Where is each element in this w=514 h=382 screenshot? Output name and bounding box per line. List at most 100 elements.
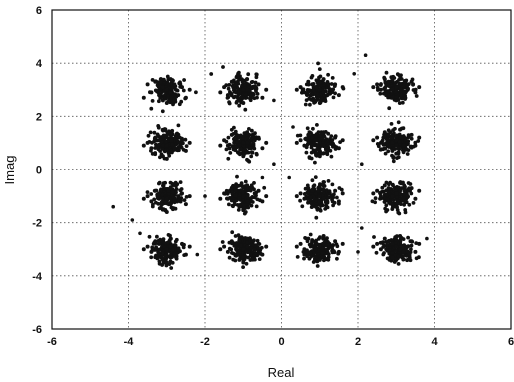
- data-point: [234, 145, 238, 150]
- data-point: [256, 245, 260, 250]
- data-point: [233, 184, 238, 188]
- data-point: [153, 239, 158, 244]
- data-point: [255, 95, 259, 100]
- data-point: [160, 85, 165, 90]
- data-point: [159, 77, 163, 81]
- data-point: [171, 93, 175, 97]
- data-point: [406, 235, 410, 240]
- data-point: [390, 194, 395, 199]
- data-point: [397, 78, 401, 82]
- data-point: [313, 247, 318, 252]
- data-point: [249, 136, 254, 141]
- y-tick-labels: 6 4 2 0 -2 -4 -6: [32, 5, 43, 336]
- data-point: [260, 95, 265, 100]
- data-point: [174, 190, 178, 195]
- data-point: [313, 91, 317, 96]
- data-point: [340, 191, 345, 196]
- data-point: [169, 138, 174, 143]
- data-point: [320, 251, 325, 255]
- data-point: [378, 240, 383, 245]
- data-point: [264, 194, 269, 199]
- x-tick-label: 4: [431, 336, 438, 348]
- data-point: [252, 191, 257, 196]
- data-point: [317, 154, 322, 159]
- data-point: [318, 235, 322, 240]
- data-point: [333, 135, 338, 140]
- data-point: [306, 79, 311, 84]
- data-point: [149, 106, 154, 111]
- data-point: [336, 93, 341, 98]
- y-tick-label: 6: [36, 5, 42, 17]
- data-point: [174, 184, 178, 188]
- data-point: [393, 253, 398, 258]
- cluster: [294, 232, 345, 268]
- data-point: [305, 142, 310, 147]
- data-point: [225, 196, 230, 201]
- data-point: [237, 249, 242, 254]
- data-point: [245, 194, 250, 199]
- data-point: [226, 156, 231, 161]
- data-point: [257, 257, 262, 261]
- data-point: [417, 188, 422, 193]
- data-point: [245, 244, 250, 249]
- data-point: [168, 77, 173, 82]
- data-point: [323, 238, 328, 243]
- data-point: [246, 205, 251, 210]
- data-point: [168, 90, 173, 95]
- data-point: [160, 147, 165, 151]
- plot-frame: [51, 9, 512, 330]
- data-point: [317, 207, 322, 212]
- data-point: [314, 148, 319, 152]
- data-point: [402, 83, 406, 88]
- data-point: [329, 140, 334, 145]
- data-point: [313, 255, 318, 260]
- grid: [52, 10, 511, 329]
- data-point: [398, 191, 402, 196]
- data-point: [317, 140, 322, 145]
- data-point: [295, 255, 300, 259]
- data-point: [313, 98, 318, 103]
- data-point: [317, 194, 322, 199]
- data-point: [241, 101, 246, 105]
- outlier-point: [360, 162, 364, 166]
- data-point: [313, 204, 318, 209]
- data-point: [249, 80, 254, 85]
- data-point: [166, 233, 171, 237]
- data-point: [181, 245, 186, 250]
- data-point: [306, 139, 311, 144]
- data-point: [243, 179, 248, 184]
- data-point: [371, 244, 376, 249]
- data-point: [256, 188, 261, 193]
- data-point: [155, 256, 160, 261]
- data-point: [390, 140, 395, 145]
- data-point: [157, 93, 162, 98]
- data-point: [321, 234, 326, 238]
- data-point: [147, 234, 152, 239]
- data-point: [414, 94, 419, 98]
- data-point: [182, 78, 187, 82]
- data-point: [229, 186, 234, 191]
- data-point: [249, 154, 254, 159]
- data-point: [146, 133, 151, 138]
- data-point: [307, 256, 312, 261]
- cluster: [294, 175, 345, 220]
- data-point: [156, 252, 161, 257]
- data-point: [229, 247, 234, 252]
- data-point: [241, 194, 246, 199]
- data-point: [325, 93, 330, 98]
- data-point: [240, 83, 245, 88]
- data-point: [175, 131, 180, 136]
- data-point: [160, 192, 165, 197]
- data-point: [226, 86, 231, 91]
- data-point: [168, 186, 173, 191]
- data-point: [398, 188, 403, 193]
- x-tick-label: -6: [47, 336, 57, 348]
- data-point: [402, 188, 407, 193]
- data-point: [160, 127, 165, 132]
- cluster: [141, 233, 192, 270]
- data-point: [312, 183, 317, 188]
- data-point: [384, 70, 389, 75]
- data-point: [313, 175, 318, 180]
- data-point: [393, 187, 398, 192]
- data-point: [401, 257, 406, 262]
